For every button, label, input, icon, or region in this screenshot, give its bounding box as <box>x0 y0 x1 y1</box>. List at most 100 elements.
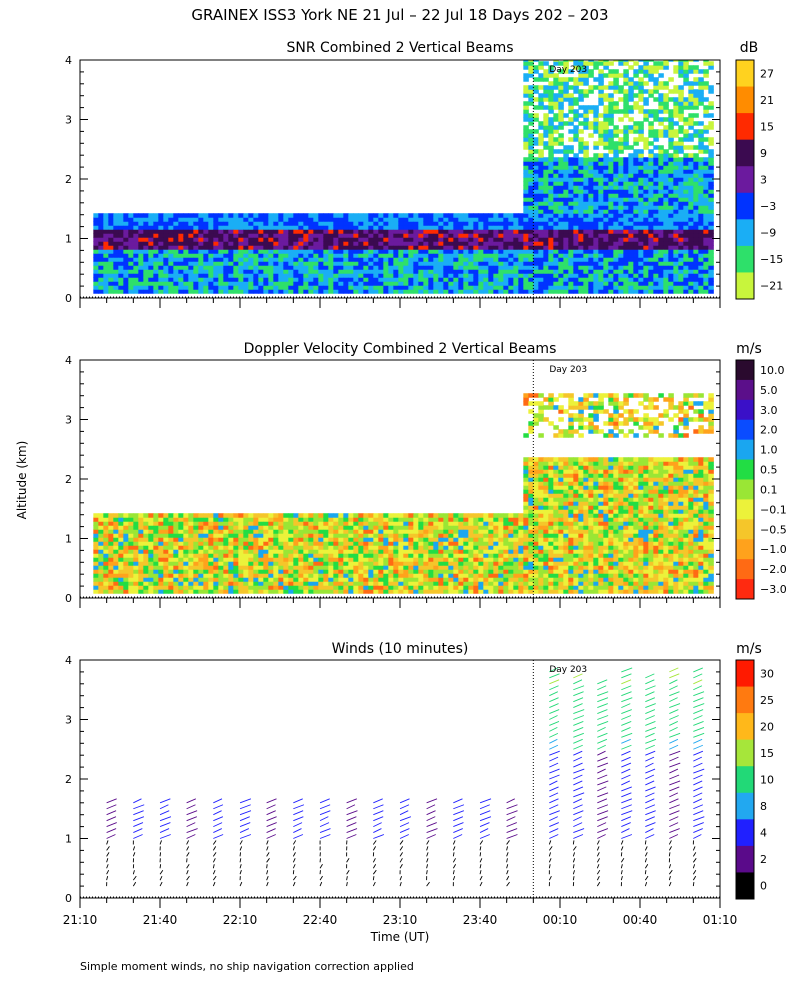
wind-barb <box>573 780 583 786</box>
wind-barb <box>239 840 243 845</box>
wind-barb <box>693 816 705 822</box>
wind-barb <box>572 876 575 881</box>
wind-barb <box>548 875 552 881</box>
wind-barb <box>319 828 331 833</box>
plot-area <box>106 667 705 887</box>
colorbar-unit: m/s <box>736 341 762 357</box>
wind-barb <box>621 703 631 709</box>
wind-barb <box>479 810 491 816</box>
wind-barb <box>620 846 624 851</box>
wind-barb <box>453 816 464 822</box>
wind-barb <box>596 858 600 863</box>
colorbar-label: 4 <box>760 827 767 840</box>
wind-barb <box>645 726 657 732</box>
wind-barb <box>549 828 559 833</box>
wind-barb <box>573 744 583 750</box>
wind-barb <box>212 846 217 851</box>
wind-barb <box>621 804 632 810</box>
wind-barb <box>572 852 576 857</box>
wind-barb <box>572 840 575 845</box>
wind-profile <box>479 798 492 887</box>
wind-barb <box>239 828 250 833</box>
wind-barb <box>399 875 403 881</box>
colorbar-swatch <box>736 766 754 794</box>
wind-barb <box>621 715 632 720</box>
colorbar-swatch <box>736 419 754 441</box>
wind-barb <box>621 667 633 673</box>
wind-barb <box>668 876 671 881</box>
wind-barb <box>621 822 631 828</box>
wind-barb <box>549 756 559 762</box>
wind-barb <box>132 852 136 857</box>
colorbar-label: −3.0 <box>760 583 787 596</box>
wind-barb <box>597 792 609 798</box>
wind-barb <box>597 810 609 816</box>
wind-barb <box>506 870 509 875</box>
wind-barb <box>645 703 656 709</box>
wind-barb <box>159 834 171 839</box>
wind-barb <box>426 798 438 804</box>
day-marker-label: Day 203 <box>549 665 587 675</box>
wind-barb <box>693 756 703 762</box>
wind-barb <box>693 750 704 756</box>
wind-barb <box>213 798 223 804</box>
wind-barb <box>212 870 216 875</box>
wind-barb <box>573 792 585 798</box>
wind-profile <box>572 673 585 887</box>
wind-barb <box>266 858 270 863</box>
wind-barb <box>645 697 656 703</box>
panel-2: Doppler Velocity Combined 2 Vertical Bea… <box>65 341 787 608</box>
wind-barb <box>266 804 276 810</box>
wind-barb <box>572 864 575 869</box>
wind-barb <box>693 709 704 714</box>
wind-barb <box>106 876 109 881</box>
wind-barb <box>669 822 679 828</box>
wind-barb <box>692 852 697 857</box>
colorbar-label: −9 <box>760 227 776 240</box>
colorbar-label: 8 <box>760 800 767 813</box>
wind-barb <box>549 780 558 786</box>
wind-barb <box>319 875 323 881</box>
wind-barb <box>644 875 649 881</box>
wind-barb <box>621 697 633 703</box>
colorbar-label: 2.0 <box>760 424 778 437</box>
colorbar-swatch <box>736 579 754 600</box>
wind-barb <box>669 685 678 691</box>
wind-barb <box>693 744 704 750</box>
wind-barb <box>669 786 680 792</box>
wind-barb <box>319 798 330 804</box>
colorbar-label: 0.5 <box>760 464 778 477</box>
y-tick-label: 3 <box>65 714 72 727</box>
wind-barb <box>133 816 145 822</box>
wind-barb <box>292 852 296 857</box>
wind-profile <box>346 798 358 887</box>
wind-barb <box>669 804 680 810</box>
colorbar-label: −0.1 <box>760 503 787 516</box>
wind-barb <box>549 798 559 804</box>
wind-barb <box>573 786 584 792</box>
wind-barb <box>239 816 250 822</box>
wind-barb <box>692 864 696 869</box>
wind-barb <box>621 816 632 822</box>
wind-barb <box>645 798 655 804</box>
wind-barb <box>645 780 655 786</box>
wind-barb <box>645 750 656 756</box>
wind-barb <box>133 822 144 828</box>
wind-barb <box>399 858 403 863</box>
wind-barb <box>669 798 679 804</box>
wind-profile <box>399 798 412 887</box>
y-tick-label: 2 <box>65 173 72 186</box>
wind-barb <box>159 875 163 881</box>
wind-barb <box>506 810 518 816</box>
wind-barb <box>645 732 655 738</box>
wind-barb <box>573 709 585 714</box>
plot-area <box>93 60 714 294</box>
wind-barb <box>212 852 217 857</box>
wind-barb <box>548 864 551 869</box>
wind-barb <box>106 869 110 875</box>
wind-barb <box>693 703 705 709</box>
colorbar-swatch <box>736 792 754 820</box>
wind-barb <box>573 673 583 679</box>
wind-barb <box>669 732 681 738</box>
wind-barb <box>645 756 655 762</box>
